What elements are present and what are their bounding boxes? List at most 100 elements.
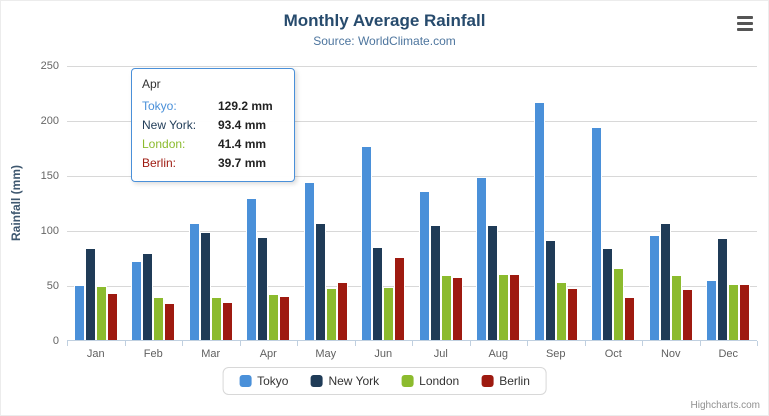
- x-axis-tick: [757, 341, 758, 346]
- tooltip-series-label: Berlin:: [142, 156, 177, 170]
- bar-london-oct[interactable]: [613, 268, 625, 340]
- bar-new-york-dec[interactable]: [717, 238, 729, 340]
- gridline: [67, 176, 757, 177]
- bar-group-apr: [240, 66, 298, 340]
- bar-new-york-apr[interactable]: [257, 237, 269, 340]
- tooltip-series-label: New York:: [142, 118, 197, 132]
- legend-item-london[interactable]: London: [401, 374, 459, 388]
- bar-london-jul[interactable]: [440, 275, 452, 340]
- legend-item-new-york[interactable]: New York: [310, 374, 379, 388]
- tooltip-row: Berlin: 39.7 mm: [142, 154, 284, 173]
- bar-new-york-sep[interactable]: [544, 239, 556, 340]
- x-axis-tick: [67, 341, 68, 346]
- tooltip: Apr Tokyo: 129.2 mm New York: 93.4 mm London…: [131, 68, 295, 182]
- plot-area: [67, 66, 758, 346]
- bar-tokyo-mar[interactable]: [188, 222, 200, 340]
- bar-tokyo-sep[interactable]: [533, 101, 545, 340]
- tooltip-series-value: 93.4 mm: [218, 118, 267, 132]
- y-tick-label: 50: [46, 280, 59, 292]
- bar-tokyo-apr[interactable]: [246, 197, 258, 340]
- x-axis-tick: [182, 341, 183, 346]
- x-axis-tick: [642, 341, 643, 346]
- bar-group-mar: [182, 66, 240, 340]
- bar-london-feb[interactable]: [153, 297, 165, 340]
- bar-berlin-jan[interactable]: [106, 293, 118, 340]
- bar-group-aug: [470, 66, 528, 340]
- legend-item-berlin[interactable]: Berlin: [481, 374, 530, 388]
- y-tick-label: 200: [40, 115, 59, 127]
- bar-london-aug[interactable]: [498, 274, 510, 340]
- bar-new-york-may[interactable]: [314, 223, 326, 340]
- bar-tokyo-nov[interactable]: [648, 234, 660, 340]
- x-axis-tick: [354, 341, 356, 346]
- x-axis-tick: [412, 341, 413, 346]
- gridline: [67, 286, 757, 287]
- bar-new-york-aug[interactable]: [487, 225, 499, 340]
- tooltip-series-value: 41.4 mm: [218, 137, 267, 151]
- chart-subtitle: Source: WorldClimate.com: [313, 34, 456, 48]
- legend-symbol: [239, 375, 252, 387]
- bar-berlin-aug[interactable]: [509, 273, 521, 340]
- y-tick-label: 250: [40, 60, 59, 72]
- bar-tokyo-may[interactable]: [303, 181, 315, 340]
- bar-new-york-oct[interactable]: [602, 248, 614, 340]
- bar-new-york-mar[interactable]: [199, 231, 211, 340]
- bar-london-nov[interactable]: [670, 274, 682, 340]
- bar-berlin-mar[interactable]: [221, 302, 233, 340]
- bar-group-feb: [125, 66, 183, 340]
- bar-berlin-sep[interactable]: [566, 287, 578, 340]
- bar-tokyo-feb[interactable]: [131, 261, 143, 340]
- bar-berlin-may[interactable]: [336, 282, 348, 340]
- bar-tokyo-aug[interactable]: [476, 176, 488, 340]
- bar-london-mar[interactable]: [210, 296, 222, 340]
- legend: Tokyo New York London Berlin: [222, 367, 547, 395]
- export-menu-button[interactable]: [732, 12, 758, 34]
- x-tick-label: Mar: [201, 348, 221, 360]
- bar-group-oct: [585, 66, 643, 340]
- x-axis-tick: [239, 341, 241, 346]
- legend-symbol: [401, 375, 414, 387]
- bar-berlin-nov[interactable]: [681, 288, 693, 340]
- bar-berlin-jun[interactable]: [394, 256, 406, 340]
- bar-tokyo-oct[interactable]: [591, 126, 603, 340]
- bar-london-may[interactable]: [325, 288, 337, 340]
- bar-london-apr[interactable]: [268, 294, 280, 340]
- credits-link[interactable]: Highcharts.com: [690, 400, 760, 411]
- bar-berlin-dec[interactable]: [739, 283, 751, 340]
- x-axis-ticks: [67, 340, 758, 346]
- bar-new-york-feb[interactable]: [142, 253, 154, 340]
- tooltip-series-value: 129.2 mm: [218, 99, 273, 113]
- y-tick-label: 100: [40, 225, 59, 237]
- x-tick-label: Jul: [433, 348, 448, 360]
- bar-berlin-oct[interactable]: [624, 297, 636, 340]
- x-tick-label: Oct: [604, 348, 622, 360]
- bar-tokyo-jul[interactable]: [418, 190, 430, 340]
- y-axis-labels: 0 50 100 150 200 250: [1, 60, 59, 347]
- x-tick-label: Sep: [545, 348, 566, 360]
- bar-tokyo-jan[interactable]: [73, 285, 85, 340]
- bar-berlin-jul[interactable]: [451, 276, 463, 340]
- bar-new-york-nov[interactable]: [659, 222, 671, 340]
- bar-new-york-jun[interactable]: [372, 247, 384, 340]
- bar-london-jun[interactable]: [383, 286, 395, 340]
- bar-group-jun: [355, 66, 413, 340]
- bar-london-jan[interactable]: [95, 286, 107, 340]
- bar-group-jul: [412, 66, 470, 340]
- bar-new-york-jan[interactable]: [84, 248, 96, 340]
- bar-berlin-apr[interactable]: [279, 296, 291, 340]
- x-axis-tick: [297, 341, 298, 346]
- bar-tokyo-dec[interactable]: [706, 280, 718, 340]
- gridline: [67, 231, 757, 232]
- bar-new-york-jul[interactable]: [429, 224, 441, 340]
- chart-title: Monthly Average Rainfall: [283, 11, 486, 30]
- legend-label: Berlin: [499, 374, 530, 388]
- bar-berlin-feb[interactable]: [164, 303, 176, 340]
- tooltip-rows: Tokyo: 129.2 mm New York: 93.4 mm London: 41.…: [142, 97, 284, 173]
- bar-tokyo-jun[interactable]: [361, 146, 373, 340]
- legend-item-tokyo[interactable]: Tokyo: [239, 374, 288, 388]
- bar-london-dec[interactable]: [728, 283, 740, 340]
- y-tick-label: 150: [40, 170, 59, 182]
- bar-london-sep[interactable]: [555, 282, 567, 340]
- legend-symbol: [310, 375, 323, 387]
